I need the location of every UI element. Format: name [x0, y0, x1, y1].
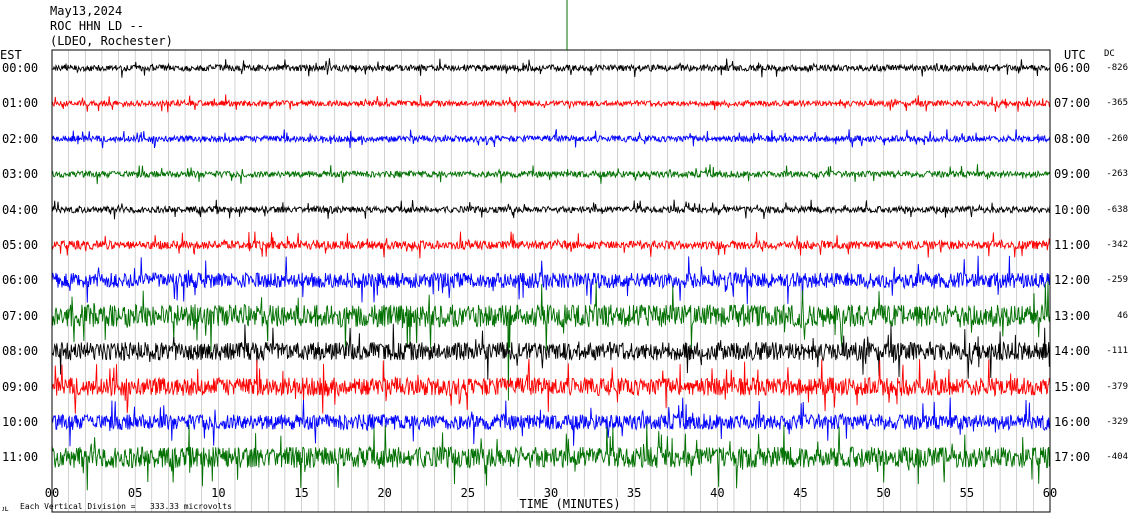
- row-est-label: 06:00: [2, 273, 39, 288]
- trace-line: [51, 199, 1051, 220]
- x-tick-label: 10: [211, 486, 226, 500]
- x-axis-label: TIME (MINUTES): [517, 497, 623, 511]
- trace-line: [51, 397, 1051, 447]
- row-est-label: 09:00: [2, 379, 39, 394]
- header-location: (LDEO, Rochester): [50, 34, 173, 48]
- row-est-label: 08:00: [2, 344, 39, 359]
- trace-line: [51, 94, 1051, 113]
- row-utc-label: 10:00: [1054, 202, 1091, 217]
- row-dc-value: -342: [1106, 240, 1128, 250]
- row-dc-value: -111: [1106, 346, 1128, 357]
- row-utc-label: 14:00: [1054, 344, 1091, 359]
- x-tick-label: 05: [127, 486, 143, 500]
- row-dc-value: -259: [1106, 275, 1128, 286]
- row-utc-label: 06:00: [1054, 61, 1091, 75]
- row-est-label: 07:00: [2, 308, 39, 323]
- header-date: May13,2024: [50, 4, 123, 18]
- dc-header: DC: [1104, 49, 1115, 59]
- row-dc-value: -365: [1106, 98, 1128, 109]
- seismic-traces: [51, 58, 1051, 491]
- trace-line: [51, 358, 1051, 414]
- trace-line: [51, 129, 1051, 149]
- x-tick-label: 45: [793, 486, 808, 500]
- row-utc-label: 17:00: [1054, 450, 1091, 465]
- row-dc-value: -263: [1106, 169, 1128, 180]
- row-dc-value: -329: [1106, 417, 1128, 427]
- x-tick-label: 50: [876, 486, 891, 500]
- x-tick-label: 00: [44, 486, 60, 500]
- trace-line: [51, 255, 1051, 305]
- footer-value: 333.33 microvolts: [150, 502, 232, 511]
- row-utc-label: 11:00: [1054, 238, 1091, 252]
- row-est-label: 11:00: [2, 450, 39, 465]
- trace-line: [51, 280, 1051, 401]
- row-utc-label: 16:00: [1054, 415, 1091, 429]
- x-tick-label: 40: [710, 486, 725, 500]
- trace-line: [51, 424, 1051, 491]
- row-est-label: 04:00: [2, 202, 39, 217]
- x-tick-label: 30: [543, 486, 559, 500]
- row-est-label: 10:00: [2, 415, 39, 429]
- row-utc-label: 15:00: [1054, 379, 1091, 394]
- row-utc-label: 08:00: [1054, 131, 1091, 146]
- header-station: ROC HHN LD --: [50, 19, 144, 33]
- row-est-label: 01:00: [2, 96, 39, 111]
- x-tick-label: 55: [959, 486, 975, 500]
- row-utc-label: 13:00: [1054, 308, 1091, 323]
- row-dc-value: -638: [1106, 204, 1128, 215]
- trace-line: [51, 231, 1051, 259]
- trace-line: [51, 58, 1051, 78]
- x-tick-label: 25: [460, 486, 476, 500]
- x-tick-label: 20: [377, 486, 392, 500]
- row-est-label: 05:00: [2, 238, 39, 252]
- row-dc-value: -379: [1106, 381, 1128, 392]
- row-est-label: 02:00: [2, 131, 39, 146]
- row-utc-label: 07:00: [1054, 96, 1091, 111]
- scale-icon: ᴊʟ: [2, 504, 10, 513]
- right-timezone: UTC: [1064, 48, 1086, 62]
- row-utc-label: 09:00: [1054, 167, 1091, 182]
- row-dc-value: -404: [1106, 452, 1128, 463]
- row-est-label: 03:00: [2, 167, 39, 182]
- trace-line: [51, 323, 1051, 380]
- row-est-label: 00:00: [2, 61, 39, 75]
- row-dc-value: -826: [1106, 63, 1128, 73]
- row-dc-value: 46: [1117, 310, 1128, 321]
- x-tick-label: 60: [1042, 486, 1058, 500]
- footer-note: Each Vertical Division =: [20, 502, 136, 511]
- row-utc-label: 12:00: [1054, 273, 1091, 288]
- row-dc-value: -260: [1106, 133, 1128, 144]
- trace-line: [51, 164, 1051, 185]
- x-tick-label: 15: [294, 486, 309, 500]
- plot-frame: [51, 49, 1051, 513]
- x-tick-label: 35: [626, 486, 642, 500]
- left-timezone: EST: [0, 48, 22, 62]
